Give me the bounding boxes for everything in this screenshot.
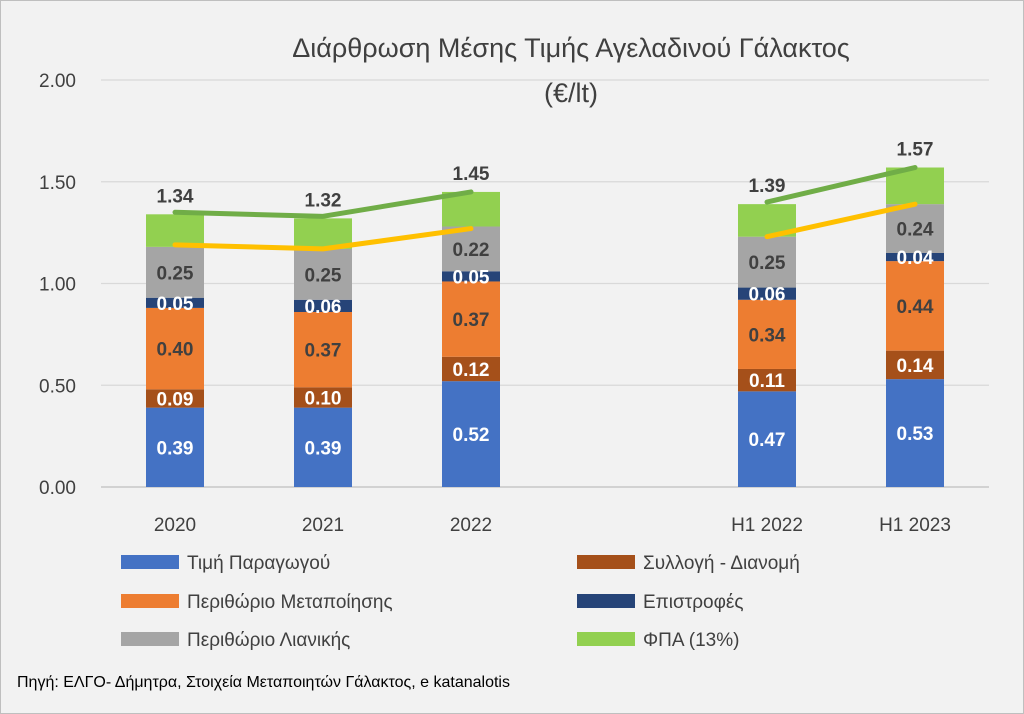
bar-segment: [146, 214, 204, 247]
y-tick-label: 2.00: [39, 71, 76, 92]
bar-segment: [146, 407, 204, 487]
y-tick-label: 0.50: [39, 376, 76, 397]
bar-segment: [738, 236, 796, 288]
bar-segment: [886, 261, 944, 351]
segment-value-label: 0.44: [897, 297, 934, 318]
gridlines: [101, 79, 989, 488]
segment-value-label: 0.06: [305, 297, 342, 318]
bar-segment: [442, 381, 500, 487]
segment-value-label: 0.47: [749, 430, 786, 451]
segment-value-label: 0.34: [749, 325, 786, 346]
bar-segment: [146, 246, 204, 298]
legend-label: Περιθώριο Λιανικής: [187, 630, 350, 651]
legend-swatch: [577, 594, 635, 608]
data-labels: 0.39 0.09 0.40 0.05 0.25 1.34 0.39 0.10 0.37 0.06…: [157, 140, 934, 460]
segment-value-label: 0.39: [305, 438, 342, 459]
segment-value-label: 0.06: [749, 285, 786, 306]
x-axis: 2020 2021 2022 H1 2022 H1 2023: [154, 515, 951, 536]
total-value-label: 1.32: [305, 190, 342, 211]
bars: [146, 167, 944, 487]
segment-value-label: 0.24: [897, 220, 934, 241]
segment-value-label: 0.39: [157, 438, 194, 459]
legend-swatch: [121, 555, 179, 569]
segment-value-label: 0.25: [749, 253, 786, 274]
bar-segment: [442, 281, 500, 357]
segment-value-label: 0.53: [897, 424, 934, 445]
y-axis: 0.00 0.50 1.00 1.50 2.00: [39, 71, 76, 499]
y-tick-label: 0.00: [39, 478, 76, 499]
y-tick-label: 1.50: [39, 173, 76, 194]
bar-segment: [738, 299, 796, 369]
bar-segment: [146, 307, 204, 390]
bar-segment: [738, 391, 796, 487]
bar-segment: [886, 204, 944, 253]
chart-title-line: Διάρθρωση Μέσης Τιμής Αγελαδινού Γάλακτο…: [292, 33, 850, 63]
segment-value-label: 0.37: [453, 310, 490, 331]
segment-value-label: 0.25: [305, 265, 342, 286]
x-category-label: H1 2022: [731, 515, 803, 536]
bar-segment: [738, 287, 796, 300]
trend-lines: [172, 165, 918, 252]
chart-title: Διάρθρωση Μέσης Τιμής Αγελαδινού Γάλακτο…: [292, 33, 850, 108]
trend-line: [764, 201, 918, 240]
total-value-label: 1.39: [749, 176, 786, 197]
bar-segment: [146, 297, 204, 308]
bar-segment: [442, 271, 500, 282]
segment-value-label: 0.05: [453, 267, 490, 288]
bar-segment: [442, 356, 500, 382]
segment-value-label: 0.22: [453, 240, 490, 261]
segment-value-label: 0.11: [749, 371, 785, 392]
segment-value-label: 0.10: [305, 388, 342, 409]
bar-segment: [294, 407, 352, 487]
legend-label: Τιμή Παραγωγού: [187, 553, 330, 574]
total-value-label: 1.34: [157, 186, 194, 207]
legend-label: ΦΠΑ (13%): [643, 630, 739, 651]
bar-segment: [442, 226, 500, 272]
segment-value-label: 0.09: [157, 389, 194, 410]
bar-segment: [886, 350, 944, 380]
trend-line: [172, 226, 474, 252]
segment-value-label: 0.12: [453, 360, 490, 381]
bar-segment: [146, 389, 204, 408]
trend-line: [172, 189, 474, 219]
segment-value-label: 0.05: [157, 294, 194, 315]
bar-segment: [442, 191, 500, 227]
total-value-label: 1.45: [453, 164, 490, 185]
segment-value-label: 0.04: [897, 248, 934, 269]
legend-swatch: [121, 594, 179, 608]
trend-line: [764, 165, 918, 205]
chart-title-line: (€/lt): [544, 78, 598, 108]
segment-value-label: 0.25: [157, 263, 194, 284]
bar-segment: [294, 311, 352, 388]
legend-label: Συλλογή - Διανομή: [643, 553, 800, 574]
bar-segment: [294, 387, 352, 408]
segment-value-label: 0.52: [453, 425, 490, 446]
bar-segment: [294, 248, 352, 300]
x-category-label: H1 2023: [879, 515, 951, 536]
x-category-label: 2020: [154, 515, 196, 536]
legend-label: Περιθώριο Μεταποίησης: [187, 592, 393, 613]
x-category-label: 2022: [450, 515, 492, 536]
legend-swatch: [121, 632, 179, 646]
source-note: Πηγή: ΕΛΓΟ- Δήμητρα, Στοιχεία Μεταποιητώ…: [17, 674, 510, 691]
bar-segment: [886, 379, 944, 487]
total-value-label: 1.57: [897, 140, 934, 161]
segment-value-label: 0.14: [897, 356, 934, 377]
segment-value-label: 0.37: [305, 341, 342, 362]
segment-value-label: 0.40: [157, 340, 194, 361]
y-tick-label: 1.00: [39, 275, 76, 296]
bar-segment: [294, 299, 352, 312]
legend-label: Επιστροφές: [643, 592, 744, 613]
bar-segment: [738, 368, 796, 392]
legend-swatch: [577, 555, 635, 569]
bar-segment: [886, 252, 944, 262]
x-category-label: 2021: [302, 515, 344, 536]
legend-swatch: [577, 632, 635, 646]
legend: Τιμή Παραγωγού Συλλογή - Διανομή Περιθώριο…: [121, 553, 800, 651]
